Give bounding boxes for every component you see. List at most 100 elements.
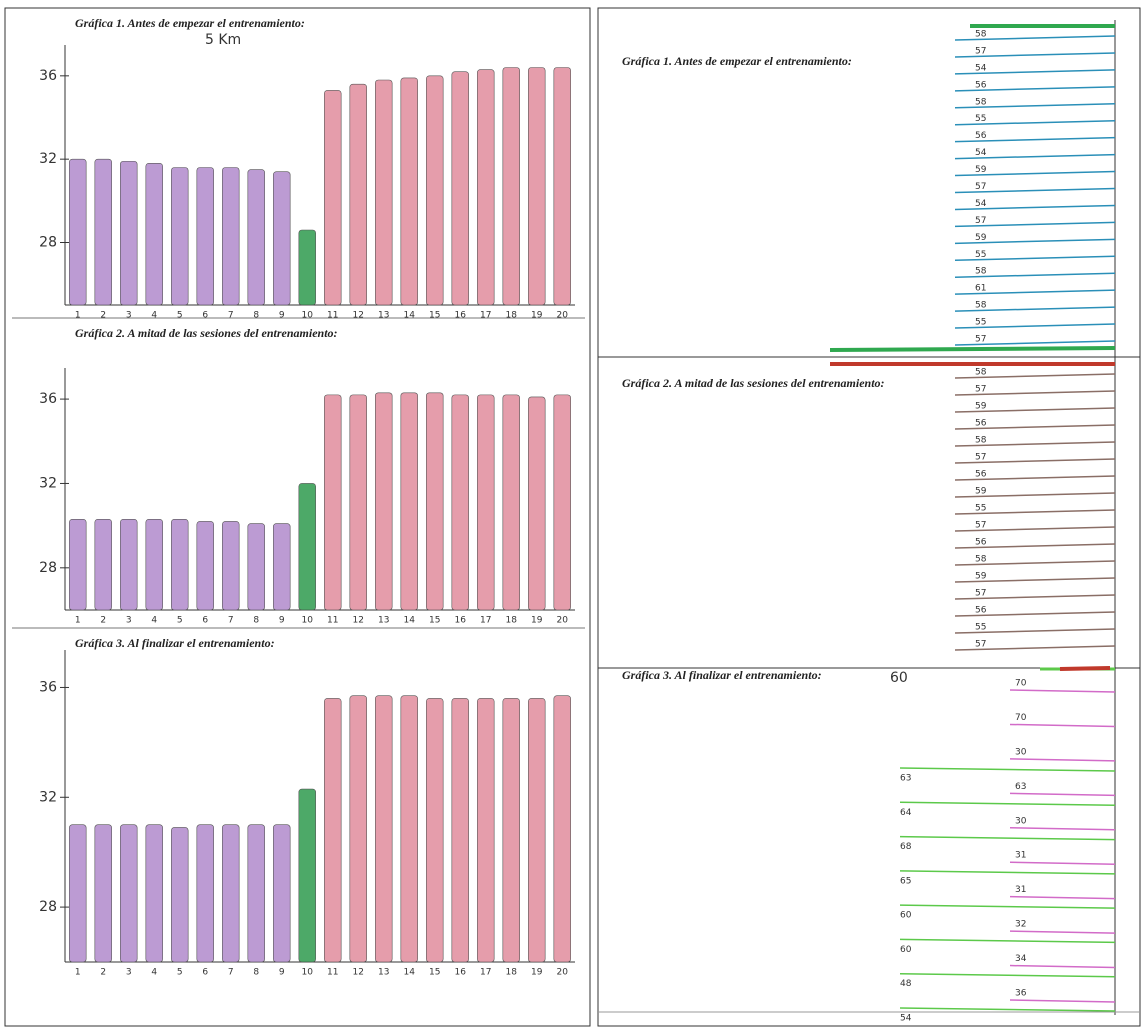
bar [375, 695, 393, 963]
bar [349, 695, 367, 963]
x-tick-label: 11 [327, 616, 338, 626]
record-line [899, 801, 1116, 807]
x-tick-label: 6 [202, 968, 208, 978]
line-label: 57 [975, 640, 986, 650]
record-line [899, 835, 1116, 841]
line-label: 48 [900, 979, 912, 989]
record-line [954, 153, 1116, 160]
bar [528, 396, 546, 611]
x-tick-label: 3 [126, 311, 132, 321]
bar [375, 392, 393, 611]
line-label: 57 [975, 216, 986, 226]
start-label: 60 [890, 670, 908, 686]
record-line [954, 492, 1116, 498]
x-tick-label: 20 [557, 616, 569, 626]
section-title: Gráfica 1. Antes de empezar el entrenami… [622, 54, 852, 68]
record-line [954, 306, 1116, 312]
record-line [954, 69, 1116, 75]
x-tick-label: 7 [228, 616, 234, 626]
x-tick-label: 16 [455, 311, 467, 321]
record-line [954, 645, 1116, 651]
line-label: 32 [1015, 920, 1026, 930]
x-tick-label: 15 [429, 968, 440, 978]
y-tick-label: 36 [39, 68, 57, 84]
x-tick-label: 10 [302, 968, 314, 978]
line-label: 54 [975, 199, 987, 209]
record-line [954, 103, 1116, 109]
edge-line [1059, 666, 1111, 671]
line-label: 59 [975, 165, 987, 175]
record-line [954, 204, 1116, 211]
x-tick-label: 1 [75, 311, 81, 321]
record-line [1009, 723, 1116, 728]
bar [94, 824, 112, 963]
line-label: 58 [975, 555, 987, 565]
line-label: 31 [1015, 851, 1026, 861]
line-label: 57 [975, 589, 986, 599]
record-line [899, 767, 1116, 772]
record-line [954, 221, 1116, 228]
y-tick-label: 32 [39, 789, 57, 805]
right-panel-frame [597, 7, 1141, 1027]
line-label: 61 [975, 284, 986, 294]
bar [553, 394, 571, 611]
bar [273, 171, 291, 306]
line-label: 65 [900, 876, 911, 886]
bar [400, 695, 418, 963]
line-label: 56 [975, 606, 987, 616]
x-tick-label: 19 [531, 968, 543, 978]
record-line [954, 628, 1116, 634]
x-tick-label: 3 [126, 616, 132, 626]
record-line [954, 255, 1116, 262]
line-label: 60 [900, 945, 912, 955]
bar [273, 523, 291, 611]
record-line [1009, 792, 1116, 797]
record-line [1009, 827, 1116, 831]
record-line [899, 870, 1116, 875]
annotation: 5 Km [205, 32, 241, 48]
bar [324, 90, 342, 306]
line-label: 56 [975, 470, 987, 480]
record-line [954, 238, 1116, 245]
line-label: 36 [1015, 989, 1027, 999]
record-line [954, 136, 1116, 143]
bar [298, 483, 316, 611]
x-tick-label: 15 [429, 616, 440, 626]
y-tick-label: 28 [39, 560, 57, 576]
record-line [954, 323, 1116, 329]
x-tick-label: 8 [253, 311, 259, 321]
y-tick-label: 28 [39, 899, 57, 915]
record-line [1009, 964, 1116, 969]
bar [298, 229, 316, 306]
bar [553, 67, 571, 306]
bar [324, 698, 342, 963]
x-tick-label: 18 [506, 616, 518, 626]
bar [528, 67, 546, 306]
bar [196, 167, 214, 306]
line-label: 58 [975, 368, 987, 378]
record-line [954, 170, 1116, 177]
line-label: 59 [975, 487, 987, 497]
x-tick-label: 1 [75, 616, 81, 626]
x-tick-label: 5 [177, 311, 183, 321]
bar [349, 83, 367, 306]
x-tick-label: 6 [202, 616, 208, 626]
line-label: 57 [975, 46, 986, 56]
record-line [954, 272, 1116, 278]
record-line [954, 611, 1116, 617]
line-label: 70 [1015, 679, 1027, 689]
bar [451, 698, 469, 963]
x-tick-label: 15 [429, 311, 440, 321]
line-label: 57 [975, 385, 986, 395]
record-line [954, 475, 1116, 481]
line-label: 60 [900, 911, 912, 921]
x-tick-label: 10 [302, 311, 314, 321]
x-tick-label: 2 [100, 968, 106, 978]
bar [298, 788, 316, 963]
line-label: 58 [975, 301, 987, 311]
line-label: 58 [975, 267, 987, 277]
record-line [899, 972, 1116, 978]
bar [426, 392, 444, 611]
x-tick-label: 13 [378, 311, 389, 321]
